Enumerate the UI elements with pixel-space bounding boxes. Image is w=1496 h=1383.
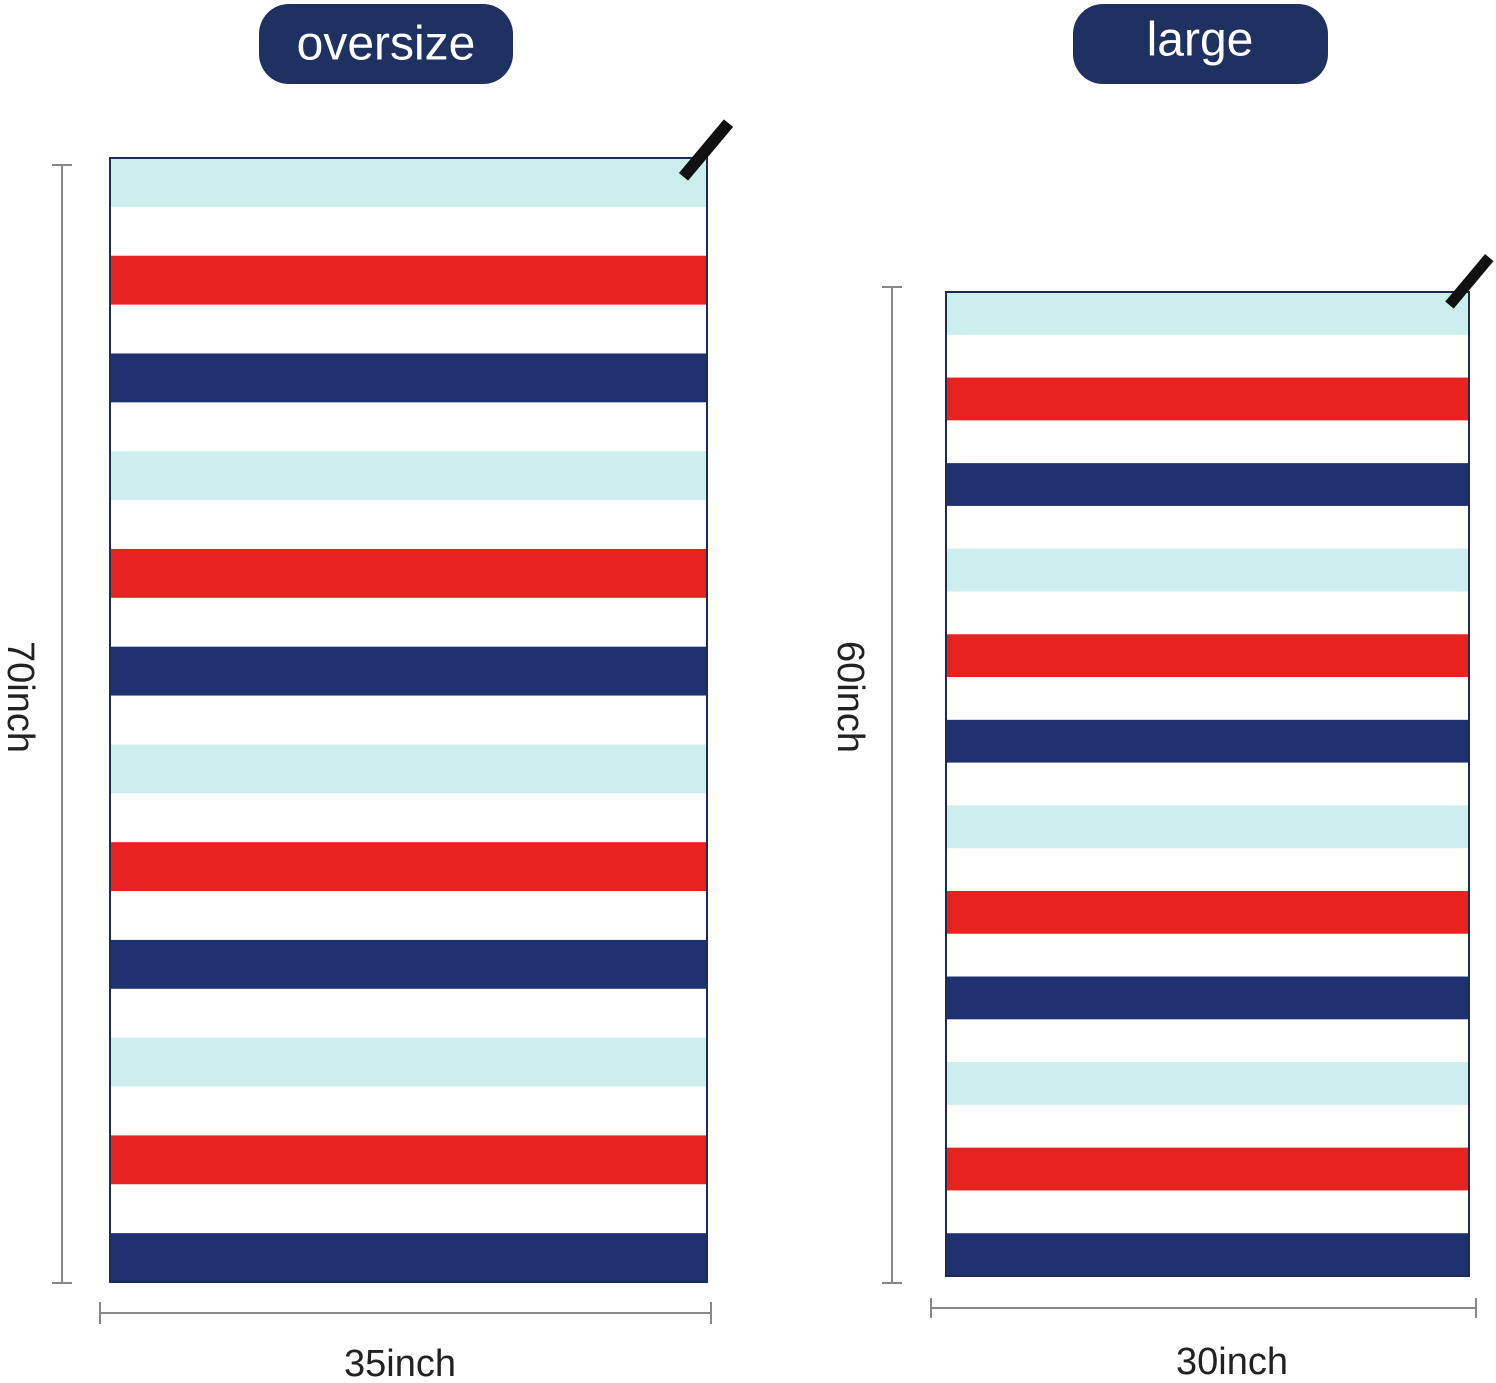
dimension-line xyxy=(99,1302,712,1324)
height-label: 60inch xyxy=(829,641,871,753)
dimension-line xyxy=(52,164,72,1284)
stripe xyxy=(110,1135,707,1185)
stripe xyxy=(110,988,707,1039)
stripe xyxy=(946,933,1469,978)
stripe xyxy=(946,292,1469,336)
stripe xyxy=(110,939,707,990)
stripe xyxy=(946,805,1469,849)
stripe xyxy=(946,463,1469,507)
stripe xyxy=(946,719,1469,764)
stripe xyxy=(110,206,707,257)
stripe xyxy=(946,634,1469,678)
stripe xyxy=(946,848,1469,892)
stripe xyxy=(110,597,707,648)
stripe xyxy=(946,420,1469,464)
width-label: 30inch xyxy=(1176,1341,1288,1383)
towel xyxy=(945,291,1470,1277)
height-label: 70inch xyxy=(0,641,41,753)
stripe xyxy=(946,1147,1469,1191)
stripe xyxy=(946,591,1469,635)
stripe xyxy=(946,1104,1469,1149)
size-label: large xyxy=(1147,14,1254,67)
stripe xyxy=(110,548,707,599)
stripe xyxy=(946,1019,1469,1063)
stripe xyxy=(946,677,1469,721)
stripe xyxy=(110,1037,707,1088)
stripe xyxy=(110,500,707,550)
stripe xyxy=(110,255,707,306)
stripe xyxy=(110,842,707,892)
stripe xyxy=(110,744,707,794)
stripe xyxy=(110,1184,707,1234)
stripe xyxy=(110,1233,707,1283)
stripe xyxy=(946,1190,1469,1234)
stripe xyxy=(110,451,707,501)
dimension-line xyxy=(882,286,902,1284)
stripe xyxy=(946,1233,1469,1277)
size-label: oversize xyxy=(297,18,476,71)
hang-loop xyxy=(678,119,734,181)
width-label: 35inch xyxy=(344,1343,456,1383)
dimension-line xyxy=(930,1298,1477,1318)
stripe xyxy=(110,304,707,354)
hang-loop xyxy=(1445,254,1494,309)
stripe xyxy=(946,1062,1469,1106)
stripe xyxy=(110,353,707,403)
stripe xyxy=(110,891,707,941)
stripe xyxy=(110,793,707,843)
size-badge xyxy=(1073,4,1328,84)
stripe xyxy=(110,402,707,452)
stripe xyxy=(946,548,1469,592)
stripe xyxy=(946,377,1469,421)
stripe xyxy=(946,976,1469,1020)
stripe xyxy=(946,334,1469,379)
stripe xyxy=(110,695,707,745)
size-badge xyxy=(259,4,513,84)
stripe xyxy=(946,505,1469,550)
stripe xyxy=(110,1086,707,1136)
towel xyxy=(109,157,708,1283)
stripe xyxy=(946,762,1469,806)
stripe xyxy=(110,158,707,208)
stripe xyxy=(946,890,1469,935)
towel-edge xyxy=(109,157,708,1283)
stripe xyxy=(110,646,707,697)
towel-edge xyxy=(945,291,1470,1277)
